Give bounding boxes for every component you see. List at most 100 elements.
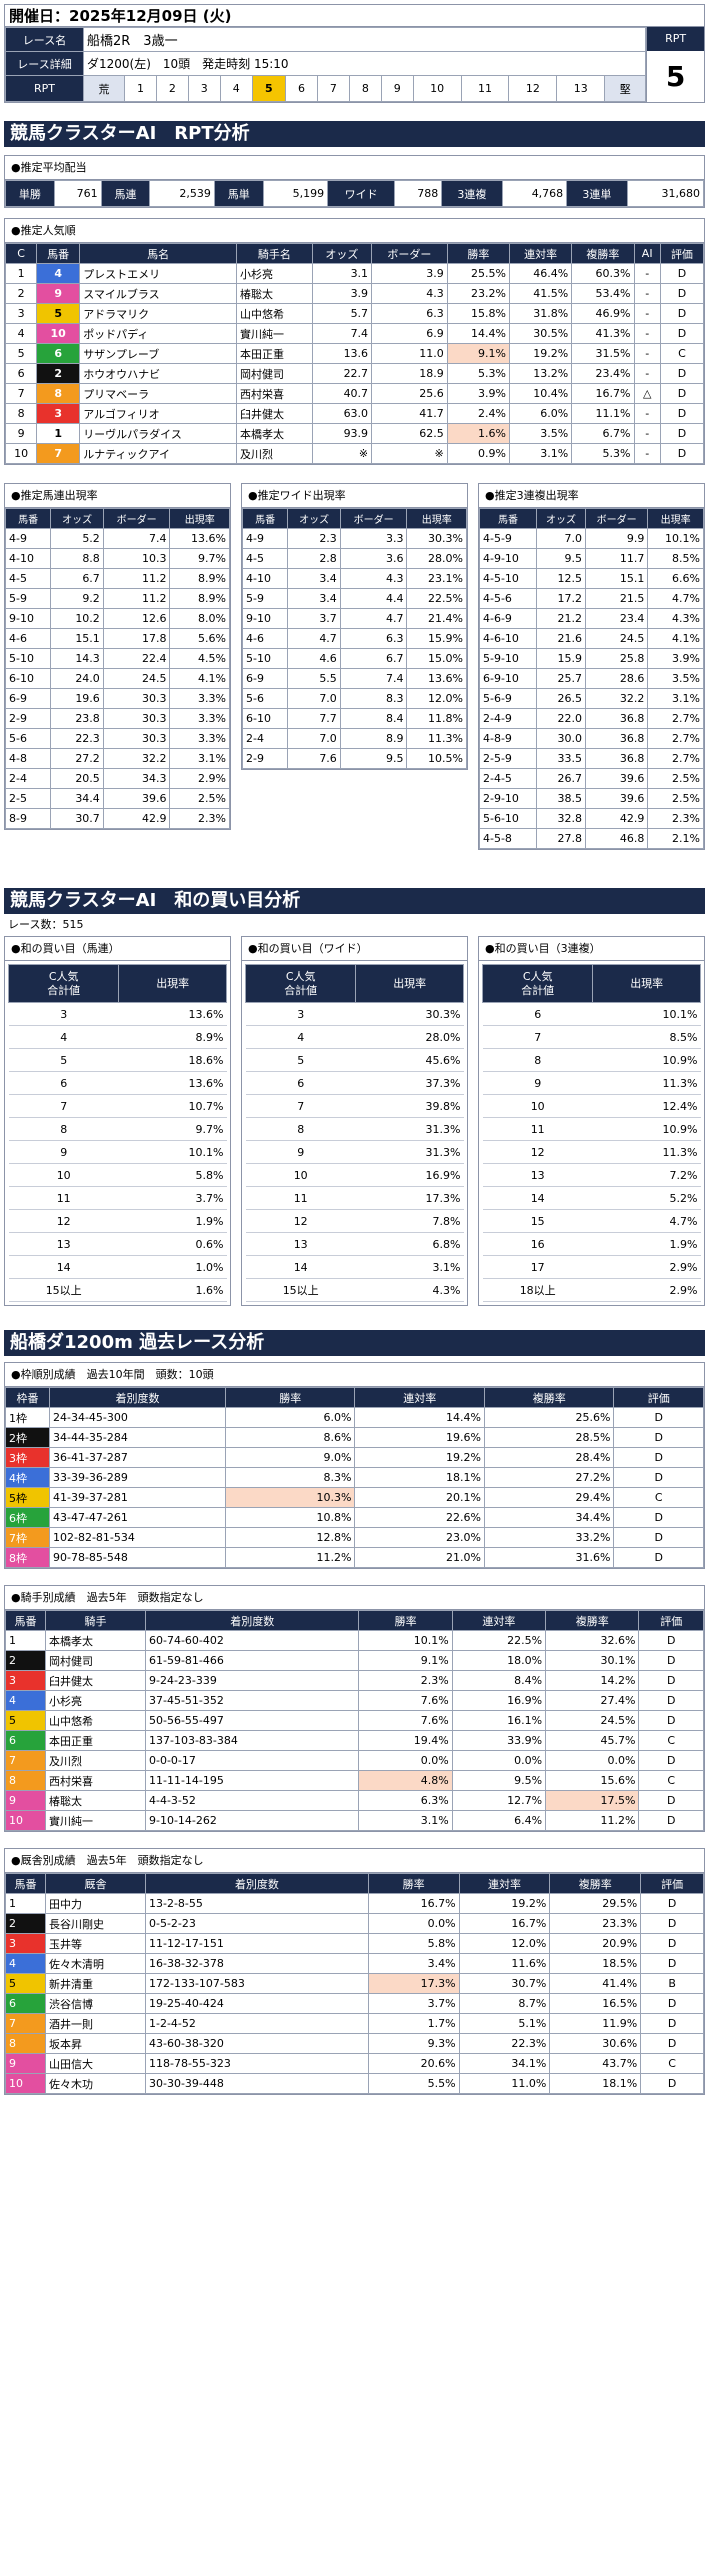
umaren-cell: 19.6 [50, 688, 104, 709]
wide-title: ●推定ワイド出現率 [242, 484, 467, 508]
pop-cell: - [633, 443, 661, 464]
pop-cell: 30.5% [508, 323, 573, 344]
umaren-cell: 30.7 [50, 808, 104, 829]
stable-cell: 山田信大 [45, 2053, 146, 2074]
wa-trio-title: ●和の買い目（3連複） [479, 937, 704, 961]
pop-cell: D [659, 283, 705, 304]
wa-cell: 6 [245, 1071, 356, 1095]
wide-row: 6-9 5.5 7.4 13.6% [241, 668, 467, 689]
pop-cell: 3.9 [371, 263, 448, 284]
jockey-header: 連対率 [451, 1610, 547, 1631]
pop-cell: リーヴルパラダイス [79, 423, 238, 444]
trio-cell: 15.1 [584, 568, 649, 589]
frame-cell: 22.6% [354, 1507, 485, 1528]
trio-cell: 33.5 [535, 748, 587, 769]
jockey-cell: 17.5% [545, 1790, 640, 1811]
pop-cell: 椿聡太 [236, 283, 313, 304]
umaren-cell: 11.2 [102, 588, 171, 609]
umaren-cell: 4.1% [169, 668, 230, 689]
frame-cell: D [613, 1527, 704, 1548]
frame-cell: 4枠 [5, 1467, 50, 1488]
trio-box: ●推定3連複出現率 馬番 オッズ ボーダー 出現率 4-5-9 7.0 9.9 10.1% 4-9… [478, 483, 705, 850]
jockey-row: 5 山中悠希 50-56-55-497 7.6% 16.1% 24.5% D [5, 1710, 704, 1731]
pop-cell: D [659, 303, 705, 324]
wa-row: 12 1.9% [8, 1209, 227, 1233]
frame-cell: 27.2% [483, 1467, 615, 1488]
pop-cell: C [659, 343, 705, 364]
frame-cell: 5枠 [5, 1487, 50, 1508]
past-title: 船橋ダ1200m 過去レース分析 [4, 1330, 705, 1356]
pop-cell: 41.7 [371, 403, 448, 424]
wide-row: 6-10 7.7 8.4 11.8% [241, 708, 467, 729]
wa-row: 14 5.2% [482, 1186, 701, 1210]
jockey-cell: 9-10-14-262 [144, 1810, 360, 1831]
pop-cell: 0.9% [446, 443, 511, 464]
wa-cell: 0.6% [118, 1232, 227, 1256]
rpt-label: RPT [5, 75, 84, 102]
umaren-title: ●推定馬連出現率 [5, 484, 230, 508]
payout-value: 761 [53, 180, 102, 207]
umaren-header: ボーダー [102, 508, 171, 529]
jockey-cell: D [638, 1690, 704, 1711]
wa-header: C人気 合計値 [481, 964, 594, 1003]
umaren-table: 馬番 オッズ ボーダー 出現率 4-9 5.2 7.4 13.6% 4-10 8.8 10.3 9.7… [4, 508, 230, 829]
stable-cell: 43-60-38-320 [145, 2033, 369, 2054]
jockey-cell: D [638, 1750, 704, 1771]
pop-cell: 7 [4, 383, 38, 404]
umaren-cell: 9-10 [4, 608, 52, 629]
frame-header: 複勝率 [483, 1387, 615, 1408]
frame-cell: 8枠 [5, 1547, 50, 1568]
jockey-header: 評価 [638, 1610, 704, 1631]
stable-title: ●厩舎別成績 過去5年 頭数指定なし [5, 1849, 704, 1873]
pop-cell: - [633, 423, 661, 444]
wa-cell: 8 [482, 1048, 593, 1072]
frame-cell: 34.4% [483, 1507, 615, 1528]
wa-cell: 37.3% [355, 1071, 464, 1095]
umaren-cell: 22.3 [50, 728, 104, 749]
frame-cell: 20.1% [354, 1487, 485, 1508]
frame-cell: 28.5% [483, 1427, 615, 1448]
stable-cell: 5 [5, 1973, 46, 1994]
trio-cell: 4-5-9 [479, 528, 537, 549]
wa-cell: 10.9% [592, 1117, 701, 1141]
jockey-cell: 50-56-55-497 [144, 1710, 360, 1731]
umaren-row: 9-10 10.2 12.6 8.0% [4, 608, 230, 629]
wa-cell: 8.9% [118, 1025, 227, 1049]
jockey-cell: 19.4% [358, 1730, 453, 1751]
trio-cell: 4-8-9 [479, 728, 537, 749]
trio-cell: 17.2 [535, 588, 587, 609]
stable-row: 1 田中力 13-2-8-55 16.7% 19.2% 29.5% D [5, 1893, 704, 1914]
umaren-cell: 8.9% [169, 568, 230, 589]
trio-cell: 3.9% [647, 648, 704, 669]
header: 開催日：2025年12月09日 (火) レース名 船橋2R 3歳一 レース詳細 ダ1… [4, 4, 705, 103]
umaren-row: 2-4 20.5 34.3 2.9% [4, 768, 230, 789]
frame-cell: D [613, 1427, 704, 1448]
wa-row: 12 11.3% [482, 1140, 701, 1164]
stable-cell: D [640, 1993, 704, 2014]
umaren-row: 5-10 14.3 22.4 4.5% [4, 648, 230, 669]
payout-label: 3連単 [566, 180, 628, 207]
frame-cell: 43-47-47-261 [49, 1507, 226, 1528]
pop-cell: 6 [36, 343, 81, 364]
jockey-cell: 16.1% [451, 1710, 547, 1731]
stable-cell: 9.3% [367, 2033, 460, 2054]
jockey-cell: 實川純一 [45, 1810, 146, 1831]
wa-row: 6 13.6% [8, 1071, 227, 1095]
stable-cell: 1-2-4-52 [145, 2013, 369, 2034]
pop-row: 3 5 アドラマリク 山中悠希 5.7 6.3 15.8% 31.8% 46.9% - D [4, 303, 705, 324]
jockey-cell: 臼井健太 [45, 1670, 146, 1691]
wa-row: 12 7.8% [245, 1209, 464, 1233]
wa-row: 13 7.2% [482, 1163, 701, 1187]
wide-table: 馬番 オッズ ボーダー 出現率 4-9 2.3 3.3 30.3% 4-5 2.8 3.6 28.0%… [241, 508, 467, 769]
trio-cell: 32.2 [584, 688, 649, 709]
jockey-cell: 椿聡太 [45, 1790, 146, 1811]
pop-cell: D [659, 423, 705, 444]
trio-cell: 9.5 [535, 548, 587, 569]
wide-cell: 30.3% [406, 528, 467, 549]
frame-header: 着別度数 [49, 1387, 226, 1408]
stable-row: 10 佐々木功 30-30-39-448 5.5% 11.0% 18.1% D [5, 2073, 704, 2094]
jockey-cell: 0.0% [545, 1750, 640, 1771]
jockey-cell: D [638, 1670, 704, 1691]
frame-cell: 8.3% [224, 1467, 356, 1488]
wa-cell: 10.7% [118, 1094, 227, 1118]
